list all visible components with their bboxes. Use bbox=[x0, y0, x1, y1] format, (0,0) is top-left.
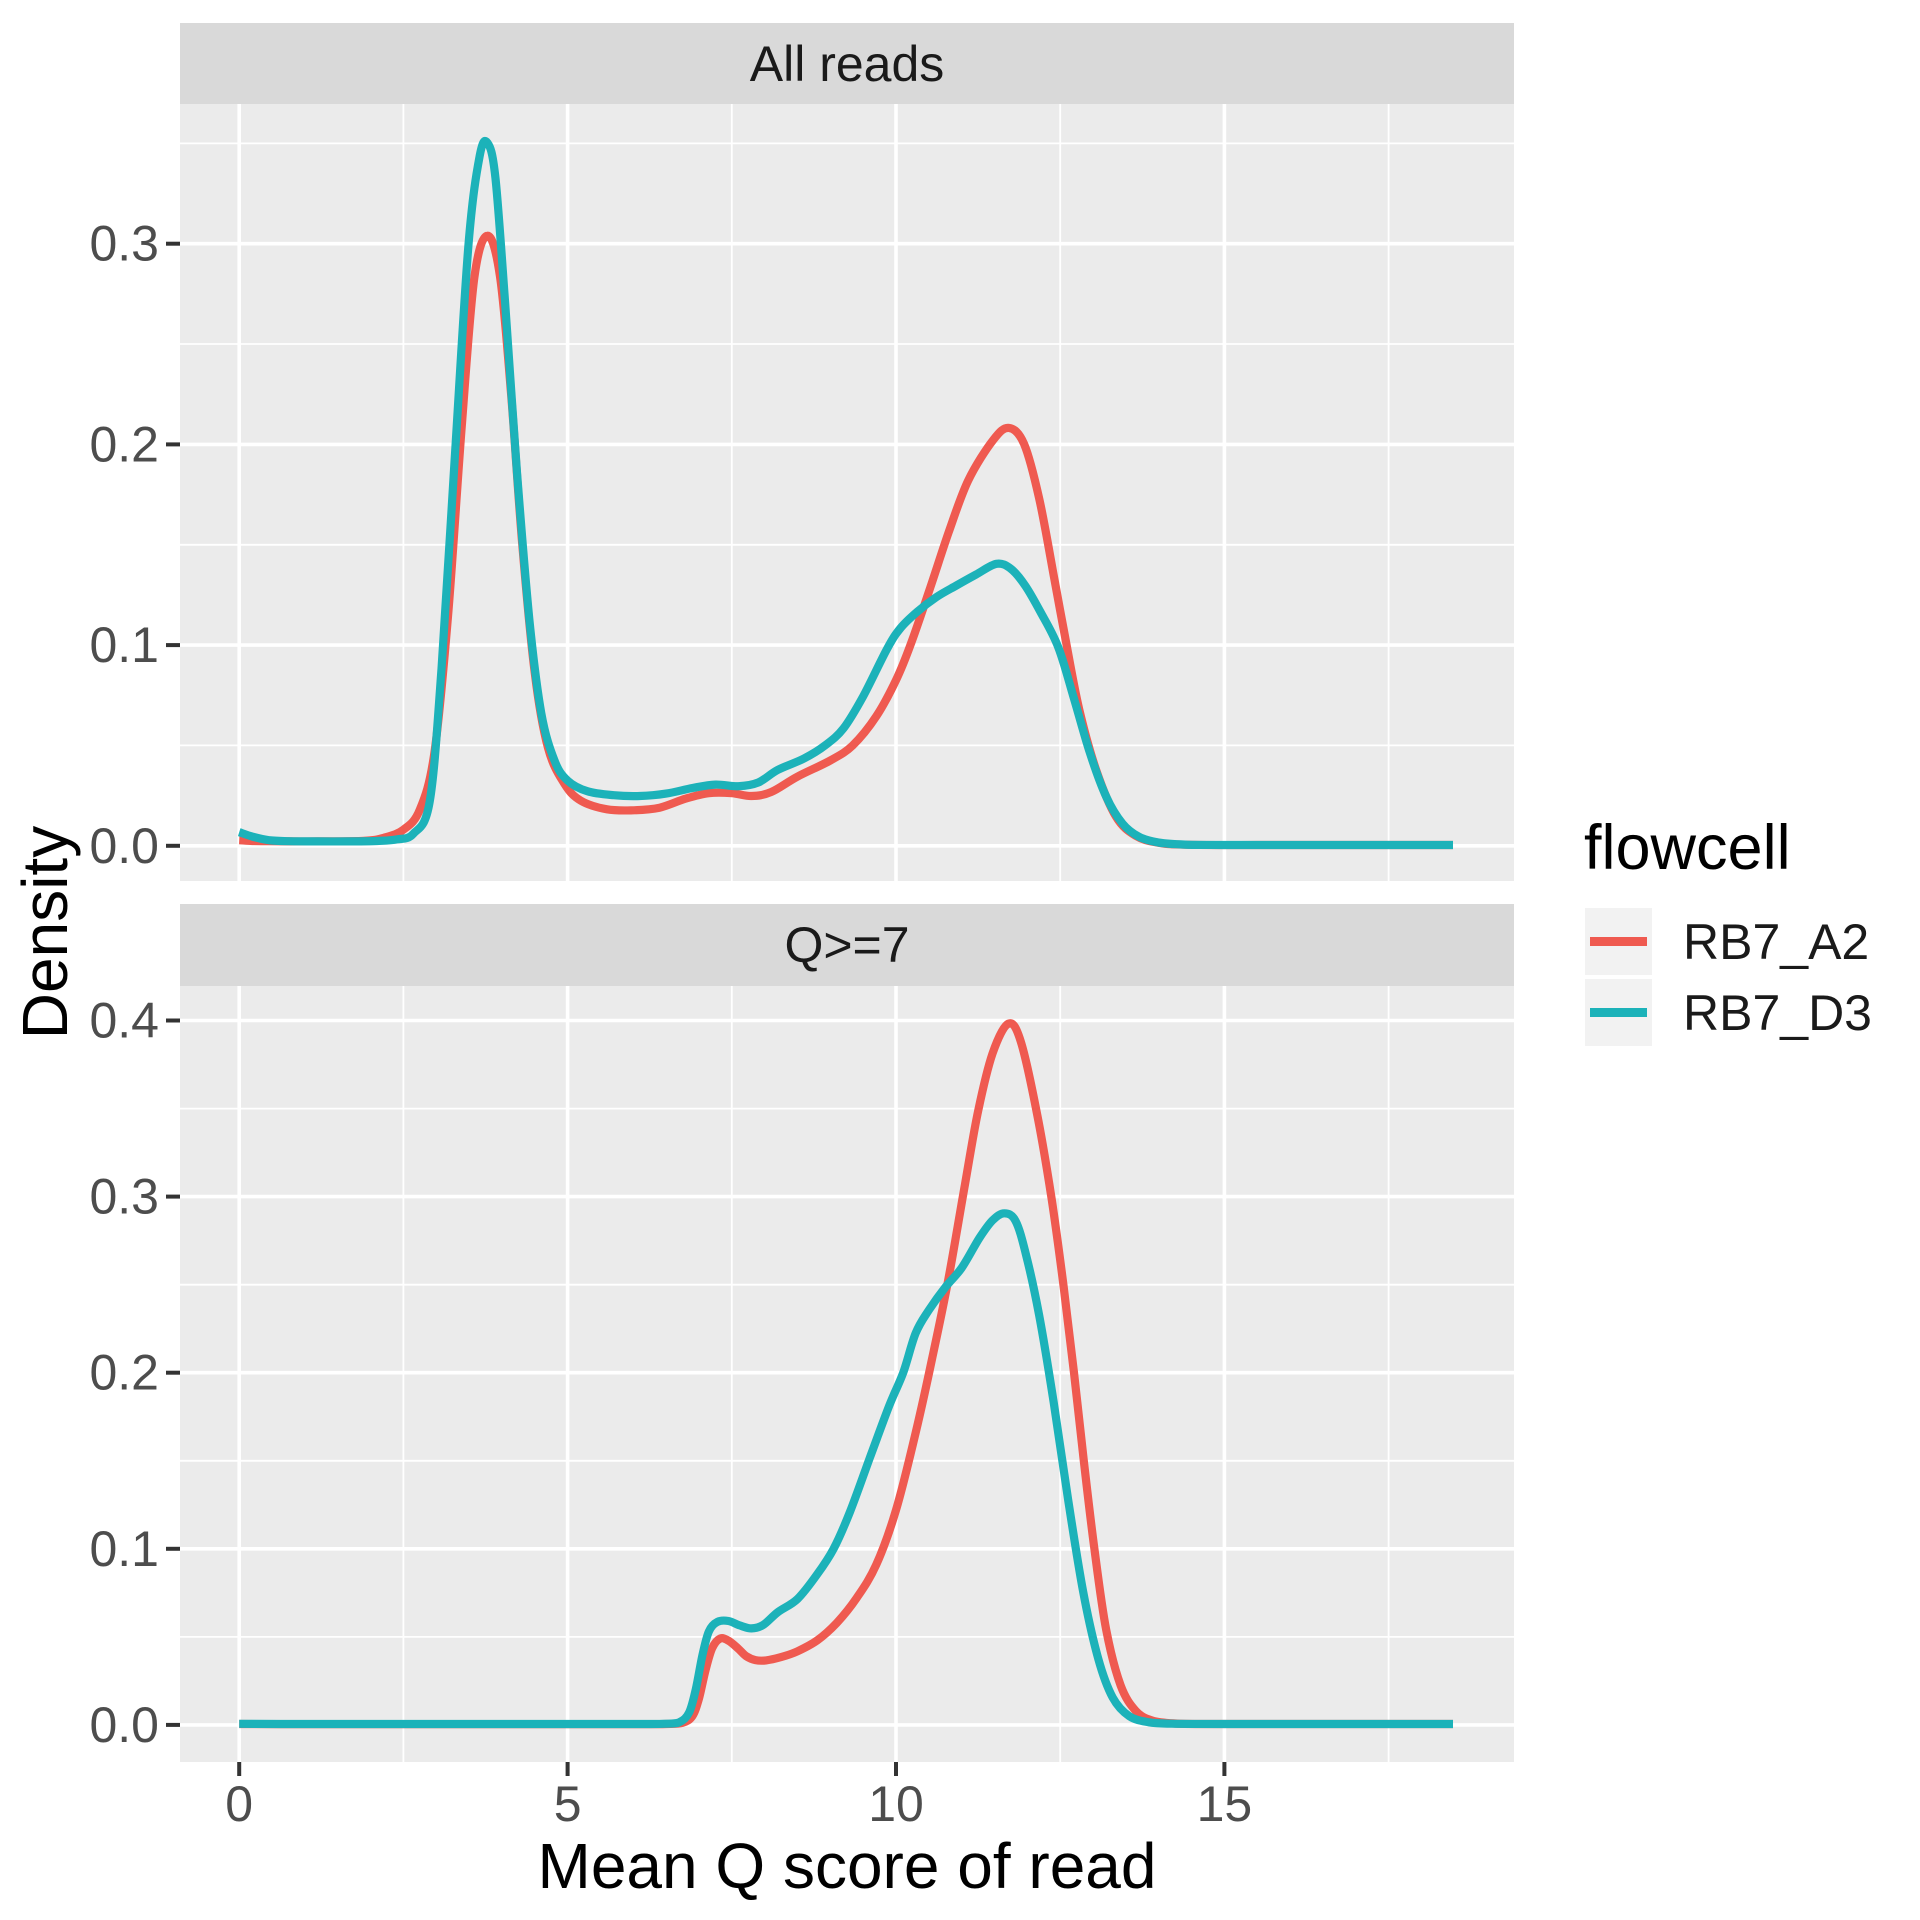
svg-text:5: 5 bbox=[554, 1776, 582, 1832]
svg-text:15: 15 bbox=[1197, 1776, 1253, 1832]
svg-text:0.3: 0.3 bbox=[89, 1169, 159, 1225]
svg-text:Q>=7: Q>=7 bbox=[784, 917, 909, 973]
svg-text:Mean Q score of read: Mean Q score of read bbox=[538, 1830, 1157, 1902]
svg-text:0.3: 0.3 bbox=[89, 216, 159, 272]
svg-text:10: 10 bbox=[868, 1776, 924, 1832]
svg-text:0.1: 0.1 bbox=[89, 617, 159, 673]
svg-text:Density: Density bbox=[9, 826, 81, 1039]
svg-text:0.1: 0.1 bbox=[89, 1521, 159, 1577]
svg-text:RB7_A2: RB7_A2 bbox=[1683, 914, 1869, 970]
svg-text:0.0: 0.0 bbox=[89, 818, 159, 874]
svg-text:RB7_D3: RB7_D3 bbox=[1683, 985, 1872, 1041]
svg-text:flowcell: flowcell bbox=[1584, 813, 1791, 883]
svg-text:0.0: 0.0 bbox=[89, 1697, 159, 1753]
svg-text:0.4: 0.4 bbox=[89, 993, 159, 1049]
svg-text:0: 0 bbox=[225, 1776, 253, 1832]
svg-text:All reads: All reads bbox=[750, 36, 945, 92]
svg-text:0.2: 0.2 bbox=[89, 1345, 159, 1401]
svg-text:0.2: 0.2 bbox=[89, 416, 159, 472]
